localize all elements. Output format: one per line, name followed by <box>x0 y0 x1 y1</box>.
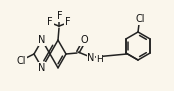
Text: O: O <box>80 35 88 45</box>
Text: N: N <box>38 63 46 73</box>
Text: F: F <box>47 17 53 27</box>
Text: F: F <box>65 17 71 27</box>
Text: Cl: Cl <box>16 56 26 66</box>
Text: H: H <box>96 55 103 64</box>
Text: Cl: Cl <box>135 14 145 24</box>
Text: F: F <box>57 11 63 21</box>
Text: N: N <box>38 35 46 45</box>
Text: N: N <box>87 53 95 63</box>
